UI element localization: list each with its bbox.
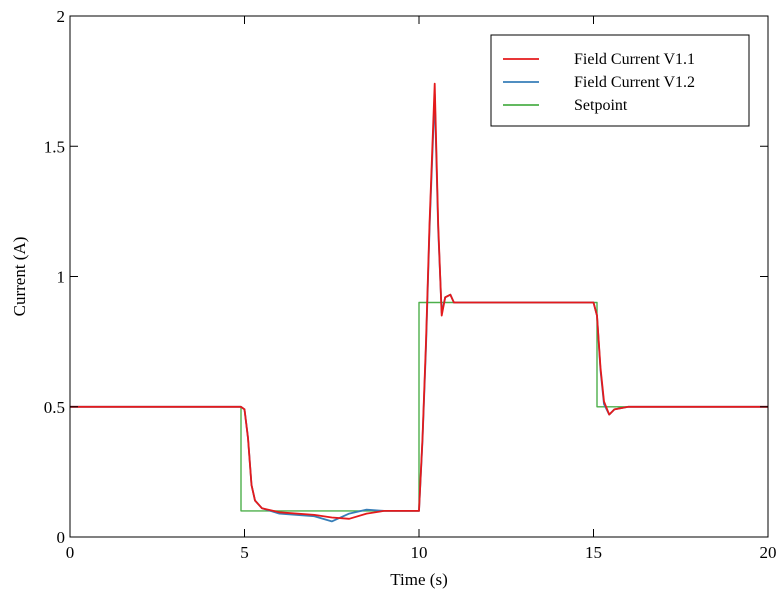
y-tick-label: 1.5 <box>44 137 65 156</box>
y-tick-label: 0.5 <box>44 398 65 417</box>
x-axis-label: Time (s) <box>390 570 447 589</box>
y-tick-label: 1 <box>57 268 66 287</box>
legend-label: Field Current V1.1 <box>574 51 695 68</box>
series-line-2 <box>70 301 768 512</box>
ticks-layer: 0 5 10 15 20 0 0.5 1 1.5 2 <box>44 7 777 562</box>
series-line-0 <box>70 82 768 520</box>
x-tick-label: 20 <box>760 543 777 562</box>
legend-label: Setpoint <box>574 97 628 114</box>
x-tick-label: 0 <box>66 543 75 562</box>
legend-label: Field Current V1.2 <box>574 74 695 91</box>
x-tick-label: 10 <box>411 543 428 562</box>
legend: Field Current V1.1 Field Current V1.2 Setp… <box>490 34 750 127</box>
x-tick-label: 5 <box>240 543 249 562</box>
y-axis-label: Current (A) <box>10 237 29 317</box>
legend-box <box>490 34 750 127</box>
y-tick-label: 0 <box>57 528 66 547</box>
series-layer <box>70 82 768 523</box>
y-tick-label: 2 <box>57 7 66 26</box>
x-tick-label: 15 <box>585 543 602 562</box>
